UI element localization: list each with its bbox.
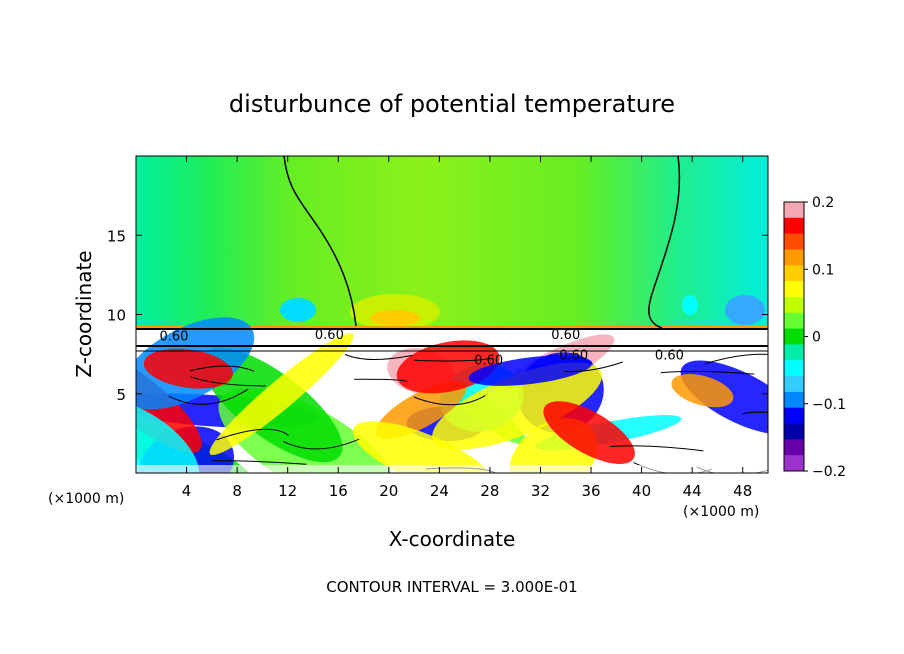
colorbar-swatch (784, 328, 804, 345)
ground-layer (136, 465, 768, 473)
colorbar-swatch (784, 202, 804, 219)
turbulent-eddy (468, 355, 593, 386)
turbulent-eddy (209, 333, 354, 456)
contour-line (414, 357, 494, 362)
x-tick-label: 48 (733, 482, 752, 500)
x-axis-label: X-coordinate (389, 527, 516, 551)
y-axis: 5 10 15 (107, 227, 768, 404)
x-unit-label: (×1000 m) (48, 491, 124, 507)
chart-title: disturbunce of potential temperature (229, 90, 675, 118)
upper-layer (136, 156, 768, 331)
contour-label: 0.60 (315, 328, 344, 343)
contour-interval-note: CONTOUR INTERVAL = 3.000E-01 (326, 578, 577, 596)
contour-line (216, 428, 289, 441)
contour-line (189, 365, 255, 372)
x-tick-label: 28 (480, 482, 499, 500)
x-tick-label: 20 (379, 482, 398, 500)
x-tick-label: 4 (182, 482, 192, 500)
cool-patch (725, 295, 765, 325)
turbulent-eddy (543, 401, 635, 464)
contour-line (413, 395, 486, 406)
x-tick-label: 32 (531, 482, 550, 500)
heatmap-field (136, 156, 768, 473)
turbulent-eddy (143, 348, 233, 389)
contour-line (610, 445, 704, 452)
contour-label: 0.60 (551, 328, 580, 343)
colorbar-swatch (784, 312, 804, 330)
colorbar-swatch (784, 233, 804, 250)
cool-patch (682, 295, 698, 315)
contour-line (704, 353, 768, 365)
colorbar-swatch (784, 281, 804, 298)
contour-labels: 0.60 0.60 0.60 −0.60 0.60 0.60 (159, 328, 683, 368)
colorbar-swatch (784, 360, 804, 377)
colorbar-swatch (784, 391, 804, 409)
contour-line (282, 438, 360, 450)
colorbar-swatch (784, 439, 804, 456)
y-axis-label: Z-coordinate (72, 250, 96, 377)
contour-label: 0.60 (474, 353, 503, 368)
turbulent-eddy (671, 374, 734, 408)
turbulent-eddy (352, 421, 496, 473)
colorbar: 0.2 0.1 0 −0.1 −0.2 (783, 195, 846, 480)
contour-label: −0.60 (548, 349, 588, 364)
colorbar-tick-label: 0.2 (812, 195, 834, 211)
turbulent-eddy (432, 362, 602, 450)
colorbar-swatch (784, 407, 804, 425)
x-unit-label-right: (×1000 m) (683, 504, 759, 520)
colorbar-swatch (784, 344, 804, 361)
contour-line (742, 411, 768, 415)
colorbar-swatch (784, 249, 804, 266)
colorbar-swatch (784, 423, 804, 440)
x-tick-label: 44 (683, 482, 702, 500)
colorbar-tick-label: 0 (812, 330, 821, 346)
x-tick-label: 24 (430, 482, 449, 500)
turbulent-eddy (375, 381, 467, 440)
contour-label: 0.60 (159, 330, 188, 345)
colorbar-tick-label: 0.1 (812, 262, 834, 278)
x-tick-label: 36 (581, 482, 600, 500)
cool-patch (280, 298, 316, 322)
y-tick-label: 15 (107, 227, 126, 245)
contour-lines (136, 156, 768, 352)
contour-line (354, 378, 409, 383)
x-tick-label: 8 (232, 482, 242, 500)
colorbar-swatch (784, 265, 804, 282)
colorbar-tick-label: −0.1 (812, 397, 846, 413)
warm-core (370, 310, 420, 326)
contour-label: 0.60 (655, 349, 684, 364)
x-tick-label: 16 (329, 482, 348, 500)
colorbar-swatch (784, 217, 804, 235)
contour-line (563, 361, 623, 373)
x-tick-label: 40 (632, 482, 651, 500)
colorbar-swatch (784, 455, 804, 472)
y-tick-label: 5 (116, 386, 126, 404)
inversion-band (136, 326, 768, 329)
contour-line (168, 388, 249, 405)
colorbar-tick-label: −0.2 (812, 464, 846, 480)
contour-line (190, 376, 266, 387)
y-tick-label: 10 (107, 307, 126, 325)
contour-line (344, 353, 413, 360)
x-axis: 4 8 12 16 20 24 28 32 36 40 44 48 (182, 156, 752, 500)
colorbar-swatch (784, 376, 804, 393)
contour-line (660, 370, 755, 375)
turbulent-layer (136, 317, 768, 473)
colorbar-swatch (784, 296, 804, 314)
x-tick-label: 12 (278, 482, 297, 500)
contour-line (212, 460, 307, 465)
